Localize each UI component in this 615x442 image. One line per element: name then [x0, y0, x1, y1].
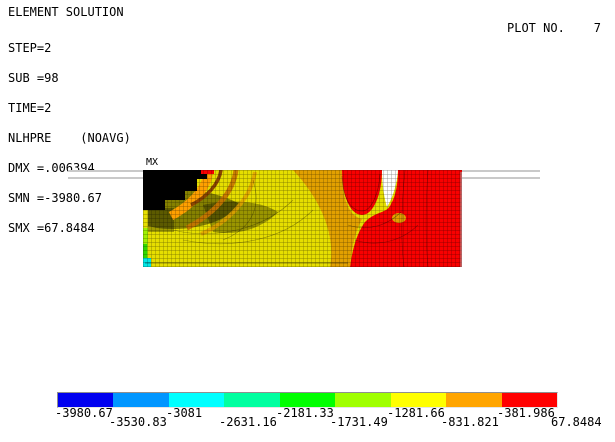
legend-segment-1 — [58, 393, 114, 407]
legend-segment-9 — [501, 393, 557, 407]
legend-value-6: -1731.49 — [330, 415, 388, 429]
solution-info-block: STEP=2 SUB =98 TIME=2 NLHPRE (NOAVG) DMX… — [8, 23, 131, 253]
info-line-time: TIME=2 — [8, 101, 52, 115]
legend-value-3: -3081 — [166, 406, 203, 420]
legend-segment-8 — [446, 393, 502, 407]
legend-value-5: -2181.33 — [276, 406, 334, 420]
legend-value-9: -381.986 — [497, 406, 555, 420]
mesh-grid-overlay — [143, 170, 462, 267]
fea-mesh-contour-plot — [143, 170, 462, 267]
legend-segment-2 — [113, 393, 169, 407]
legend-segment-6 — [335, 393, 391, 407]
info-line-smn: SMN =-3980.67 — [8, 191, 102, 205]
legend-value-10: 67.8484 — [551, 415, 602, 429]
info-line-step: STEP=2 — [8, 41, 52, 55]
max-location-label: MX — [146, 157, 159, 168]
info-line-smx: SMX =67.8484 — [8, 221, 95, 235]
legend-value-4: -2631.16 — [219, 415, 277, 429]
info-line-result: NLHPRE (NOAVG) — [8, 131, 131, 145]
legend-value-2: -3530.83 — [109, 415, 167, 429]
legend-segment-5 — [279, 393, 336, 407]
page-title: ELEMENT SOLUTION — [8, 5, 124, 19]
info-line-sub: SUB =98 — [8, 71, 59, 85]
legend-segment-7 — [390, 393, 447, 407]
legend-value-7: -1281.66 — [387, 406, 445, 420]
legend-segment-4 — [224, 393, 280, 407]
plot-number-label: PLOT NO. 7 — [507, 21, 601, 35]
legend-segment-3 — [168, 393, 225, 407]
legend-value-8: -831.821 — [441, 415, 499, 429]
legend-value-1: -3980.67 — [55, 406, 113, 420]
contour-legend-bar — [57, 392, 558, 408]
